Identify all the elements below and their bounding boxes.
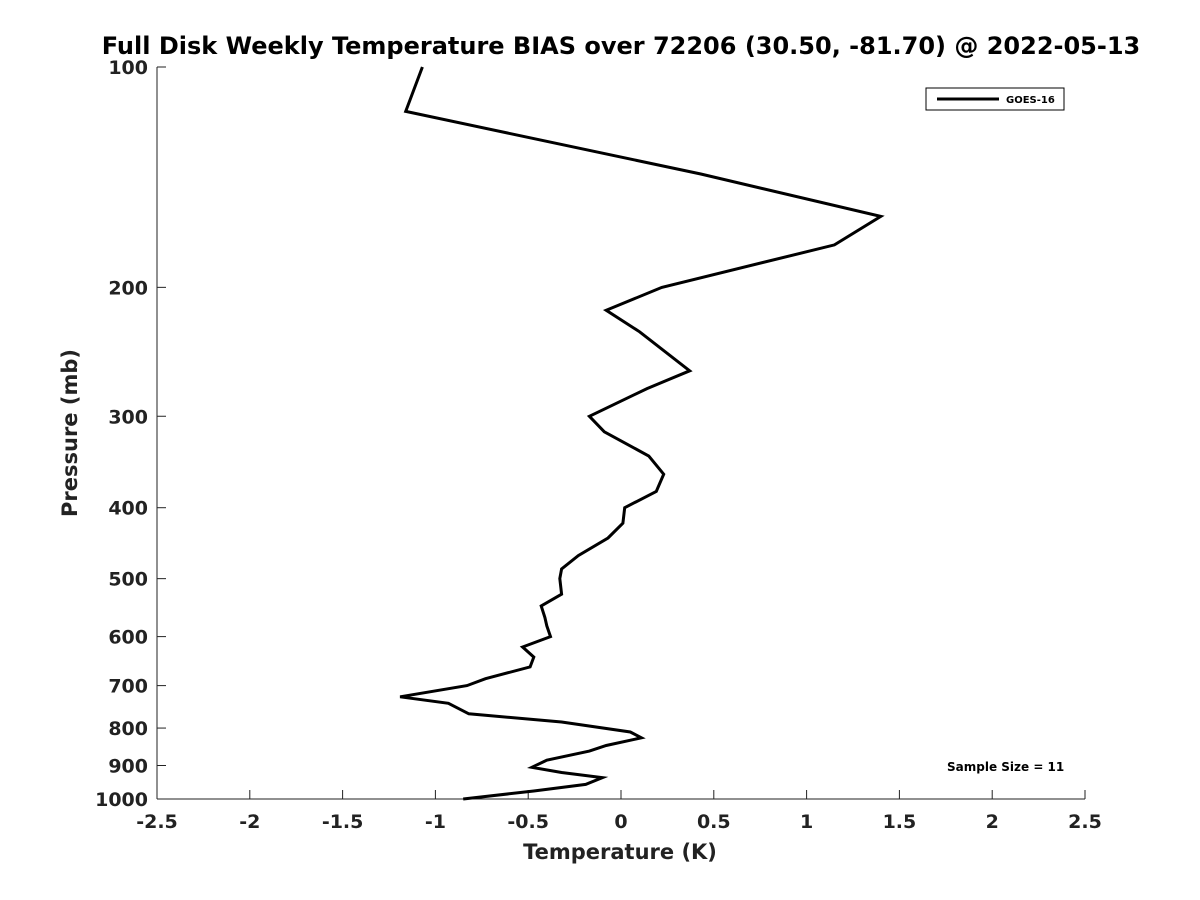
- y-tick-label: 500: [108, 569, 148, 591]
- y-tick-label: 1000: [95, 789, 148, 811]
- series-line-goes-16: [399, 66, 885, 801]
- y-tick-label: 700: [108, 676, 148, 698]
- x-tick-label: 2: [986, 811, 999, 833]
- y-axis-label: Pressure (mb): [58, 349, 82, 517]
- y-tick-label: 100: [108, 57, 148, 79]
- y-tick-label: 300: [108, 406, 148, 428]
- y-tick-label: 900: [108, 756, 148, 778]
- y-tick-label: 400: [108, 498, 148, 520]
- sample-size-annotation: Sample Size = 11: [947, 760, 1064, 774]
- x-axis-label: Temperature (K): [523, 840, 717, 864]
- plot-axes: -2.5 -2 -1.5 -1 -0.5 0 0.5 1 1.5 2 2.5 100 200 300 400…: [95, 57, 1102, 833]
- x-tick-label: -1: [425, 811, 446, 833]
- x-tick-label: -1.5: [322, 811, 364, 833]
- x-tick-label: -2.5: [136, 811, 178, 833]
- series-layer: [399, 66, 885, 801]
- chart-title: Full Disk Weekly Temperature BIAS over 7…: [102, 32, 1141, 60]
- legend-label-goes-16: GOES-16: [1006, 95, 1055, 106]
- legend: GOES-16: [925, 87, 1065, 111]
- y-tick-label: 200: [108, 277, 148, 299]
- y-tick-label: 600: [108, 627, 148, 649]
- x-tick-label: 1.5: [883, 811, 917, 833]
- y-tick-label: 800: [108, 718, 148, 740]
- x-tick-label: 0.5: [697, 811, 731, 833]
- x-tick-label: -0.5: [507, 811, 549, 833]
- x-tick-label: 2.5: [1068, 811, 1102, 833]
- x-tick-label: -2: [239, 811, 260, 833]
- x-tick-label: 0: [614, 811, 627, 833]
- x-tick-label: 1: [800, 811, 813, 833]
